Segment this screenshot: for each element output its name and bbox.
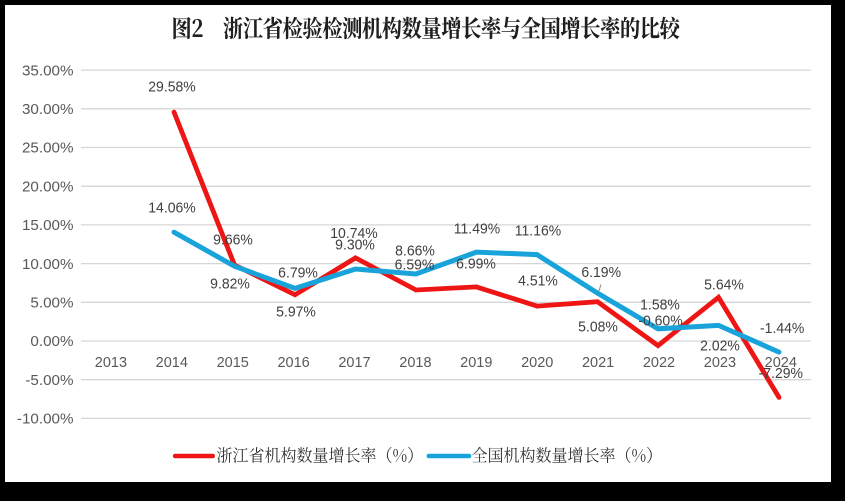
svg-text:2017: 2017 bbox=[338, 355, 370, 371]
svg-text:2019: 2019 bbox=[460, 355, 492, 371]
svg-text:2018: 2018 bbox=[399, 355, 431, 371]
svg-text:5.64%: 5.64% bbox=[704, 277, 744, 294]
svg-text:2016: 2016 bbox=[277, 355, 309, 371]
svg-text:5.00%: 5.00% bbox=[30, 295, 73, 312]
svg-text:14.06%: 14.06% bbox=[148, 200, 196, 217]
svg-text:6.79%: 6.79% bbox=[278, 265, 318, 282]
svg-text:35.00%: 35.00% bbox=[22, 62, 74, 79]
svg-text:-1.44%: -1.44% bbox=[760, 321, 804, 338]
svg-text:30.00%: 30.00% bbox=[22, 101, 74, 118]
svg-text:5.08%: 5.08% bbox=[578, 319, 618, 336]
svg-text:-10.00%: -10.00% bbox=[17, 411, 74, 428]
svg-text:6.19%: 6.19% bbox=[581, 265, 621, 282]
svg-text:-7.29%: -7.29% bbox=[759, 366, 803, 383]
svg-text:11.16%: 11.16% bbox=[515, 223, 562, 240]
svg-text:6.99%: 6.99% bbox=[456, 256, 496, 273]
svg-text:11.49%: 11.49% bbox=[454, 221, 501, 238]
svg-text:10.00%: 10.00% bbox=[22, 256, 74, 273]
svg-text:2020: 2020 bbox=[521, 355, 553, 371]
svg-text:2024: 2024 bbox=[765, 355, 797, 371]
svg-text:10.74%: 10.74% bbox=[330, 226, 378, 243]
svg-text:2.02%: 2.02% bbox=[700, 338, 740, 355]
svg-text:0.00%: 0.00% bbox=[30, 333, 73, 350]
svg-text:2021: 2021 bbox=[582, 355, 614, 371]
svg-text:4.51%: 4.51% bbox=[518, 273, 558, 290]
svg-text:6.59%: 6.59% bbox=[395, 257, 435, 274]
svg-text:20.00%: 20.00% bbox=[22, 178, 74, 195]
svg-text:9.66%: 9.66% bbox=[213, 232, 253, 249]
svg-text:-0.60%: -0.60% bbox=[638, 313, 682, 330]
svg-text:-5.00%: -5.00% bbox=[25, 372, 73, 389]
svg-text:5.97%: 5.97% bbox=[276, 304, 316, 321]
svg-text:2015: 2015 bbox=[217, 355, 249, 371]
svg-text:9.82%: 9.82% bbox=[210, 276, 250, 293]
svg-text:15.00%: 15.00% bbox=[22, 217, 74, 234]
svg-text:2022: 2022 bbox=[643, 355, 675, 371]
svg-text:25.00%: 25.00% bbox=[22, 140, 74, 157]
svg-text:1.58%: 1.58% bbox=[640, 297, 680, 314]
svg-text:2013: 2013 bbox=[95, 355, 127, 371]
svg-text:2023: 2023 bbox=[704, 355, 736, 371]
svg-text:2014: 2014 bbox=[156, 355, 188, 371]
svg-text:9.30%: 9.30% bbox=[335, 237, 375, 254]
svg-text:29.58%: 29.58% bbox=[148, 79, 196, 96]
svg-text:8.66%: 8.66% bbox=[395, 243, 435, 260]
